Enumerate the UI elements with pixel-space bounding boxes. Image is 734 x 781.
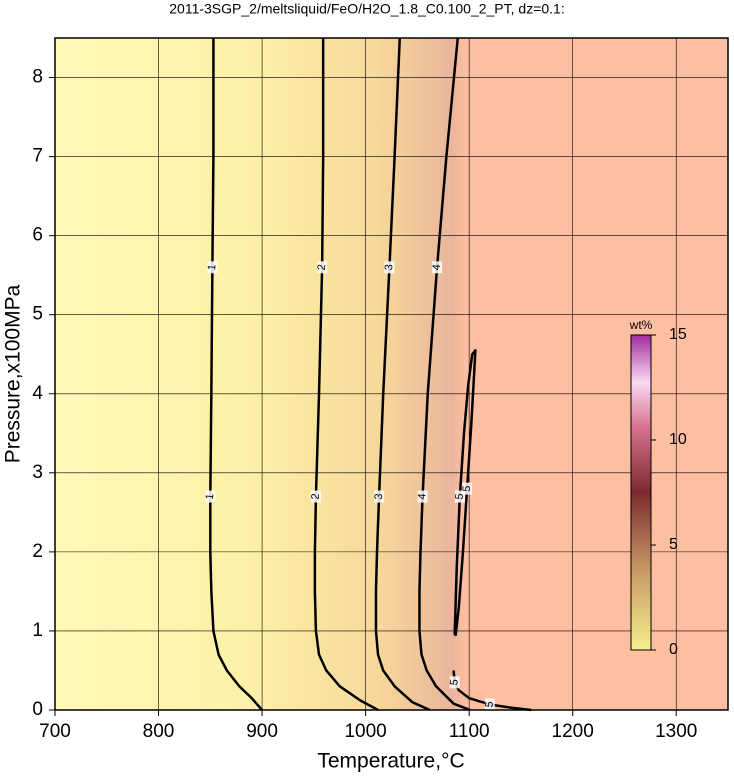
contour-line bbox=[453, 349, 477, 637]
contour-label: 4 bbox=[416, 493, 428, 500]
contour-label-bg bbox=[310, 490, 321, 503]
chart-title: 2011-3SGP_2/meltsliquid/FeO/H2O_1.8_C0.1… bbox=[169, 1, 564, 17]
x-tick-label: 800 bbox=[143, 721, 175, 742]
y-tick-label: 6 bbox=[32, 225, 43, 246]
contour-label: 4 bbox=[431, 264, 443, 271]
contour-label: 5 bbox=[448, 679, 460, 686]
y-tick-label: 5 bbox=[32, 304, 43, 325]
contour-label-bg bbox=[432, 261, 443, 274]
contour-label: 2 bbox=[316, 264, 328, 271]
y-tick-label: 1 bbox=[32, 620, 43, 641]
x-tick-label: 700 bbox=[39, 721, 71, 742]
y-tick-label: 4 bbox=[32, 383, 43, 404]
colorbar-label: wt% bbox=[629, 318, 653, 332]
contour-label-bg bbox=[454, 490, 465, 503]
contour-label: 1 bbox=[204, 493, 216, 500]
colorbar-tick-label: 10 bbox=[669, 431, 687, 448]
plot-background bbox=[55, 38, 728, 710]
colorbar-tick-label: 5 bbox=[669, 536, 678, 553]
contour-label-bg bbox=[207, 261, 218, 274]
y-tick-label: 7 bbox=[32, 146, 43, 167]
contour-label-bg bbox=[384, 261, 395, 274]
contour-label: 2 bbox=[310, 493, 322, 500]
x-tick-label: 1100 bbox=[449, 721, 490, 742]
y-axis-label: Pressure,x100MPa bbox=[2, 284, 25, 463]
colorbar bbox=[630, 334, 652, 651]
contour-label-bg bbox=[484, 698, 495, 711]
contour-label-bg bbox=[449, 676, 460, 689]
contour-label: 3 bbox=[373, 493, 385, 500]
plot-frame bbox=[54, 37, 729, 711]
x-axis-label: Temperature,°C bbox=[317, 750, 464, 773]
y-tick-label: 2 bbox=[32, 541, 43, 562]
x-tick-label: 1300 bbox=[655, 721, 697, 742]
contour-label-bg bbox=[317, 261, 328, 274]
y-tick-label: 8 bbox=[32, 67, 43, 88]
colorbar-tick-label: 15 bbox=[669, 326, 687, 343]
contour-label: 3 bbox=[383, 264, 395, 271]
contour-label-bg bbox=[374, 490, 385, 503]
x-tick-label: 900 bbox=[246, 721, 278, 742]
colorbar-tick-label: 0 bbox=[669, 641, 678, 658]
contour-label-bg bbox=[205, 490, 216, 503]
contour-label-bg bbox=[417, 490, 428, 503]
contour-label-bg bbox=[462, 482, 473, 495]
contour-label: 1 bbox=[206, 264, 218, 271]
y-tick-label: 0 bbox=[32, 699, 43, 720]
contour-label: 5 bbox=[461, 485, 473, 492]
contour-label: 5 bbox=[453, 493, 465, 500]
y-tick-label: 3 bbox=[32, 462, 43, 483]
contour-label: 5 bbox=[484, 701, 496, 708]
x-tick-label: 1200 bbox=[552, 721, 594, 742]
x-tick-label: 1000 bbox=[344, 721, 386, 742]
